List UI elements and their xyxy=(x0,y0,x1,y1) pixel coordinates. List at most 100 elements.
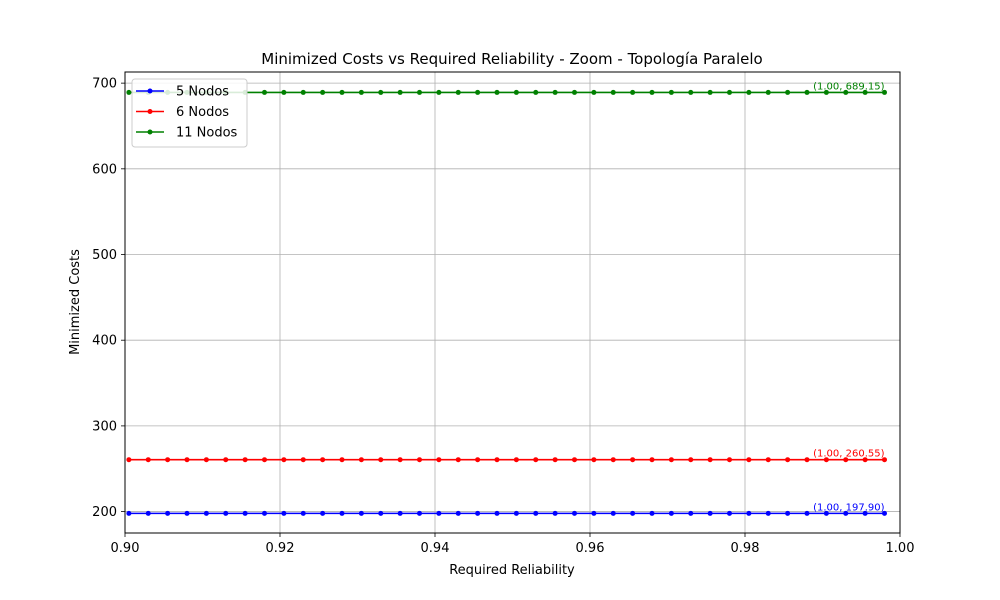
data-point xyxy=(707,89,713,95)
data-point xyxy=(843,89,849,95)
data-point xyxy=(572,510,577,516)
data-point xyxy=(688,510,694,516)
data-point xyxy=(262,89,267,95)
legend-label: 11 Nodos xyxy=(176,126,238,141)
data-point xyxy=(494,89,500,95)
data-point xyxy=(862,457,868,463)
data-point xyxy=(572,457,577,463)
data-point xyxy=(552,457,558,463)
data-point xyxy=(727,457,732,463)
data-point xyxy=(668,89,674,95)
data-point xyxy=(746,510,752,516)
y-tick-label: 200 xyxy=(92,505,117,520)
data-point xyxy=(882,89,887,95)
x-tick-label: 0.92 xyxy=(266,541,295,556)
data-point xyxy=(475,510,481,516)
data-point xyxy=(765,457,771,463)
data-point xyxy=(630,89,636,95)
data-point xyxy=(184,457,190,463)
legend: 5 Nodos 6 Nodos 11 Nodos xyxy=(131,78,248,148)
legend-label: 6 Nodos xyxy=(176,105,229,120)
data-point xyxy=(533,457,539,463)
x-tick-label: 1.00 xyxy=(886,541,915,556)
data-point xyxy=(126,510,132,516)
data-point xyxy=(455,89,461,95)
data-point xyxy=(882,457,887,463)
data-point xyxy=(804,457,810,463)
annotations: (1.00, 197.90) (1.00, 260.55) (1.00, 689.1… xyxy=(813,81,885,513)
data-point xyxy=(455,510,461,516)
y-tick-label: 500 xyxy=(92,248,117,263)
data-point xyxy=(145,510,151,516)
data-point xyxy=(436,457,442,463)
data-point xyxy=(126,457,132,463)
series-2 xyxy=(126,457,887,463)
data-point xyxy=(610,457,616,463)
data-point xyxy=(320,510,326,516)
y-axis-ticks: 200 300 400 500 600 700 xyxy=(92,77,125,520)
data-point xyxy=(475,89,481,95)
plot-frame xyxy=(124,71,901,534)
data-point xyxy=(300,457,306,463)
legend-marker xyxy=(147,109,153,114)
data-point xyxy=(494,510,500,516)
data-point xyxy=(339,89,345,95)
y-tick-label: 400 xyxy=(92,334,117,349)
x-tick-label: 0.96 xyxy=(576,541,605,556)
x-axis-label: Required Reliability xyxy=(449,563,575,578)
x-axis-ticks: 0.90 0.92 0.94 0.96 0.98 1.00 xyxy=(111,533,915,556)
data-point xyxy=(262,510,267,516)
data-point xyxy=(223,510,229,516)
data-point xyxy=(339,457,345,463)
data-point xyxy=(203,510,209,516)
data-point xyxy=(165,510,171,516)
data-point xyxy=(552,89,558,95)
data-point xyxy=(281,510,287,516)
legend-marker xyxy=(147,129,153,135)
x-tick-label: 0.94 xyxy=(421,541,450,556)
data-point xyxy=(397,89,403,95)
data-point xyxy=(242,510,248,516)
data-point xyxy=(610,89,616,95)
x-tick-label: 0.90 xyxy=(111,541,140,556)
data-point xyxy=(397,457,403,463)
point-annotation: (1.00, 689.15) xyxy=(813,81,885,92)
data-point xyxy=(417,457,422,463)
data-point xyxy=(300,89,306,95)
legend-marker xyxy=(147,88,153,94)
data-point xyxy=(843,457,849,463)
data-point xyxy=(765,89,771,95)
data-point xyxy=(785,510,791,516)
data-point xyxy=(688,89,694,95)
point-annotation: (1.00, 197.90) xyxy=(813,502,885,513)
data-point xyxy=(727,510,732,516)
data-point xyxy=(475,457,481,463)
data-point xyxy=(358,510,364,516)
data-point xyxy=(378,89,384,95)
legend-box xyxy=(131,78,248,148)
data-point xyxy=(746,89,752,95)
data-point xyxy=(785,457,791,463)
legend-label: 5 Nodos xyxy=(176,85,229,100)
data-point xyxy=(513,457,519,463)
series-3 xyxy=(126,89,887,95)
data-point xyxy=(320,89,326,95)
chart-title: Minimized Costs vs Required Reliability … xyxy=(261,50,762,68)
data-point xyxy=(417,510,422,516)
data-point xyxy=(707,457,713,463)
data-point xyxy=(843,510,849,516)
series-1 xyxy=(126,510,887,516)
data-point xyxy=(455,457,461,463)
data-point xyxy=(804,510,810,516)
data-point xyxy=(203,457,209,463)
y-tick-label: 700 xyxy=(92,77,117,92)
data-point xyxy=(281,457,287,463)
data-point xyxy=(184,510,190,516)
data-point xyxy=(804,89,810,95)
data-point xyxy=(397,510,403,516)
data-point xyxy=(165,457,171,463)
data-point xyxy=(823,510,829,516)
data-point xyxy=(727,89,732,95)
y-axis-label: Minimized Costs xyxy=(68,249,83,355)
